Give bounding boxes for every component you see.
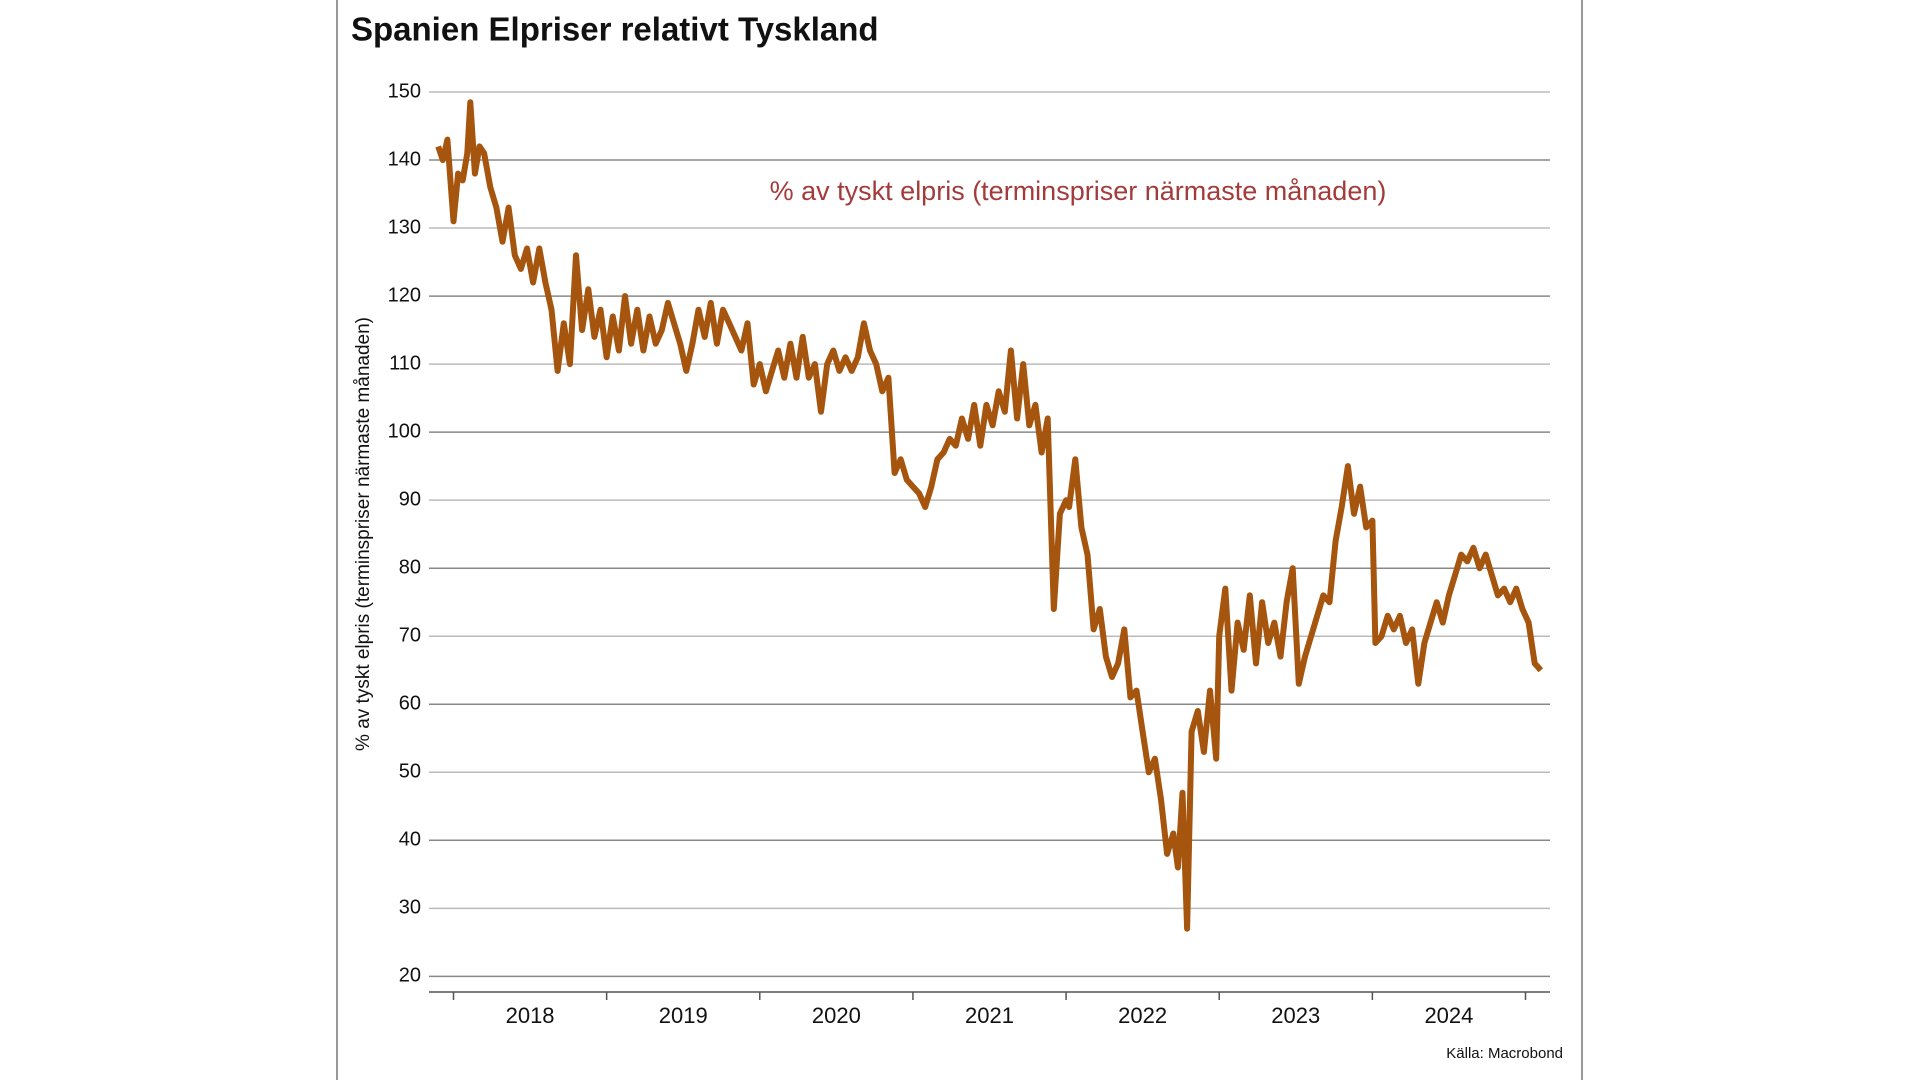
x-tick-label: 2021 <box>965 1003 1014 1028</box>
y-axis-label: % av tyskt elpris (terminspriser närmast… <box>353 317 374 751</box>
x-tick-label: 2023 <box>1271 1003 1320 1028</box>
x-tick-label: 2019 <box>659 1003 708 1028</box>
y-tick-label: 30 <box>399 897 421 919</box>
x-tick-label: 2018 <box>506 1003 555 1028</box>
x-tick-label: 2022 <box>1118 1003 1167 1028</box>
y-tick-label: 110 <box>389 352 421 374</box>
source: Källa: Macrobond <box>1446 1045 1563 1062</box>
series-annotation: % av tyskt elpris (terminspriser närmast… <box>770 176 1387 206</box>
y-tick-label: 100 <box>388 420 421 442</box>
y-tick-label: 120 <box>388 284 421 306</box>
y-tick-label: 140 <box>388 148 421 170</box>
y-tick-label: 90 <box>399 488 421 510</box>
y-tick-label: 60 <box>399 693 421 715</box>
y-tick-label: 150 <box>388 80 421 102</box>
x-tick-label: 2024 <box>1424 1003 1473 1028</box>
y-tick-label: 80 <box>399 556 421 578</box>
y-tick-label: 20 <box>399 965 421 987</box>
y-tick-label: 40 <box>399 829 421 851</box>
data-line <box>435 99 1544 932</box>
y-tick-label: 50 <box>399 761 421 783</box>
x-tick-label: 2020 <box>812 1003 861 1028</box>
chart-title: Spanien Elpriser relativt Tyskland <box>351 11 879 48</box>
y-tick-label: 70 <box>399 624 421 646</box>
y-tick-label: 130 <box>388 216 421 238</box>
